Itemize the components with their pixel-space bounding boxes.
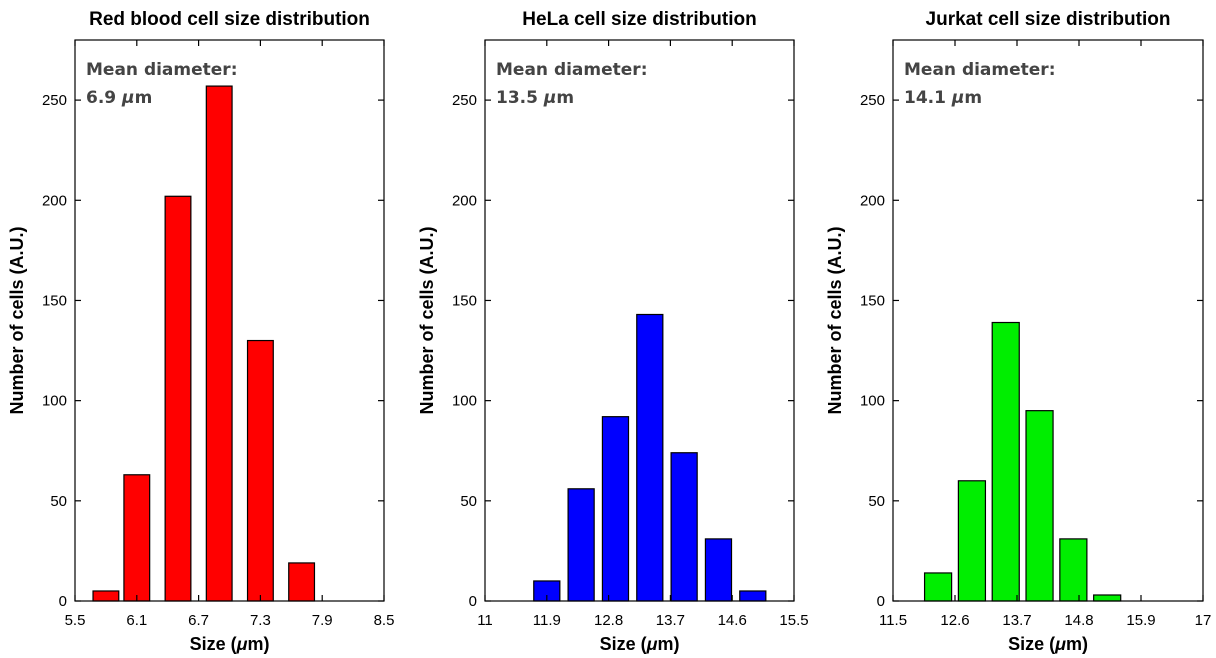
y-tick-label: 150 [860, 292, 885, 309]
chart-title: Jurkat cell size distribution [926, 9, 1171, 30]
bar-5 [1059, 538, 1088, 602]
plot-frame [74, 39, 385, 602]
y-tick-label: 50 [50, 493, 67, 510]
x-tick-label: 6.7 [188, 612, 209, 629]
y-tick-label: 100 [860, 393, 885, 410]
chart-panel-2: 11 11.9 12.8 13.7 14.6 15.5 0 50 100 150 200 250 HeL… [417, 9, 809, 654]
y-axis-label: Number of cells (A.U.) [7, 226, 27, 414]
mean-diameter-label: Mean diameter: [904, 60, 1056, 80]
bar-2 [567, 488, 595, 602]
bar-3 [601, 416, 630, 602]
bar-6 [288, 562, 316, 602]
x-axis-label: Size (μm) [600, 634, 680, 654]
mean-diameter-value: 14.1 μm [904, 88, 982, 108]
bar-1 [92, 590, 120, 602]
y-axis-label: Number of cells (A.U.) [417, 226, 437, 414]
y-tick-label: 0 [59, 593, 67, 610]
mean-diameter-label: Mean diameter: [496, 60, 648, 80]
chart-panel-1: 5.5 6.1 6.7 7.3 7.9 8.5 0 50 100 150 200 250 Red blo… [7, 9, 394, 654]
x-axis-label: Size (μm) [190, 634, 270, 654]
chart-panel-3: 11.5 12.6 13.7 14.8 15.9 17 0 50 100 150 200 250 Jur… [825, 9, 1211, 654]
y-tick-label: 100 [452, 393, 477, 410]
x-tick-label: 5.5 [65, 612, 86, 629]
plot-frame [892, 39, 1204, 602]
bar-7 [739, 590, 767, 602]
y-tick-label: 50 [460, 493, 477, 510]
mean-diameter-value: 6.9 μm [86, 88, 152, 108]
x-tick-label: 7.9 [312, 612, 333, 629]
x-tick-label: 13.7 [656, 612, 685, 629]
x-tick-label: 6.1 [126, 612, 147, 629]
y-axis-label: Number of cells (A.U.) [825, 226, 845, 414]
x-tick-label: 12.6 [940, 612, 969, 629]
plot-frame [484, 39, 795, 602]
y-tick-label: 250 [42, 92, 67, 109]
x-axis-label: Size (μm) [1008, 634, 1088, 654]
bar-5 [670, 452, 698, 602]
bar-3 [164, 195, 192, 602]
x-tick-label: 12.8 [594, 612, 623, 629]
x-tick-label: 11.5 [879, 612, 907, 629]
bar-6 [704, 538, 733, 602]
x-tick-label: 11.9 [533, 612, 561, 629]
x-tick-label: 7.3 [250, 612, 271, 629]
mean-diameter-value: 13.5 μm [496, 88, 574, 108]
chart-title: Red blood cell size distribution [89, 9, 370, 30]
y-tick-label: 0 [877, 593, 885, 610]
y-tick-label: 100 [42, 393, 67, 410]
y-tick-label: 250 [452, 92, 477, 109]
bar-4 [636, 313, 664, 602]
y-tick-label: 0 [469, 593, 477, 610]
x-tick-label: 17 [1195, 612, 1212, 629]
x-tick-label: 15.5 [779, 612, 808, 629]
mean-diameter-label: Mean diameter: [86, 60, 238, 80]
y-tick-label: 250 [860, 92, 885, 109]
bar-2 [957, 480, 987, 602]
bar-4 [1025, 410, 1054, 602]
x-tick-label: 11 [477, 612, 493, 629]
bar-6 [1093, 594, 1122, 602]
y-tick-label: 150 [452, 292, 477, 309]
x-tick-label: 8.5 [374, 612, 395, 629]
x-tick-label: 14.8 [1064, 612, 1093, 629]
chart-title: HeLa cell size distribution [522, 9, 756, 30]
x-tick-label: 15.9 [1126, 612, 1155, 629]
y-tick-label: 200 [452, 192, 477, 209]
bar-2 [123, 474, 151, 602]
x-tick-label: 14.6 [718, 612, 747, 629]
y-tick-label: 50 [868, 493, 885, 510]
y-tick-label: 150 [42, 292, 67, 309]
x-tick-label: 13.7 [1002, 612, 1031, 629]
bar-5 [246, 339, 274, 602]
y-tick-label: 200 [860, 192, 885, 209]
bar-3 [991, 321, 1020, 602]
bar-1 [923, 572, 953, 602]
bar-4 [205, 85, 233, 602]
y-tick-label: 200 [42, 192, 67, 209]
